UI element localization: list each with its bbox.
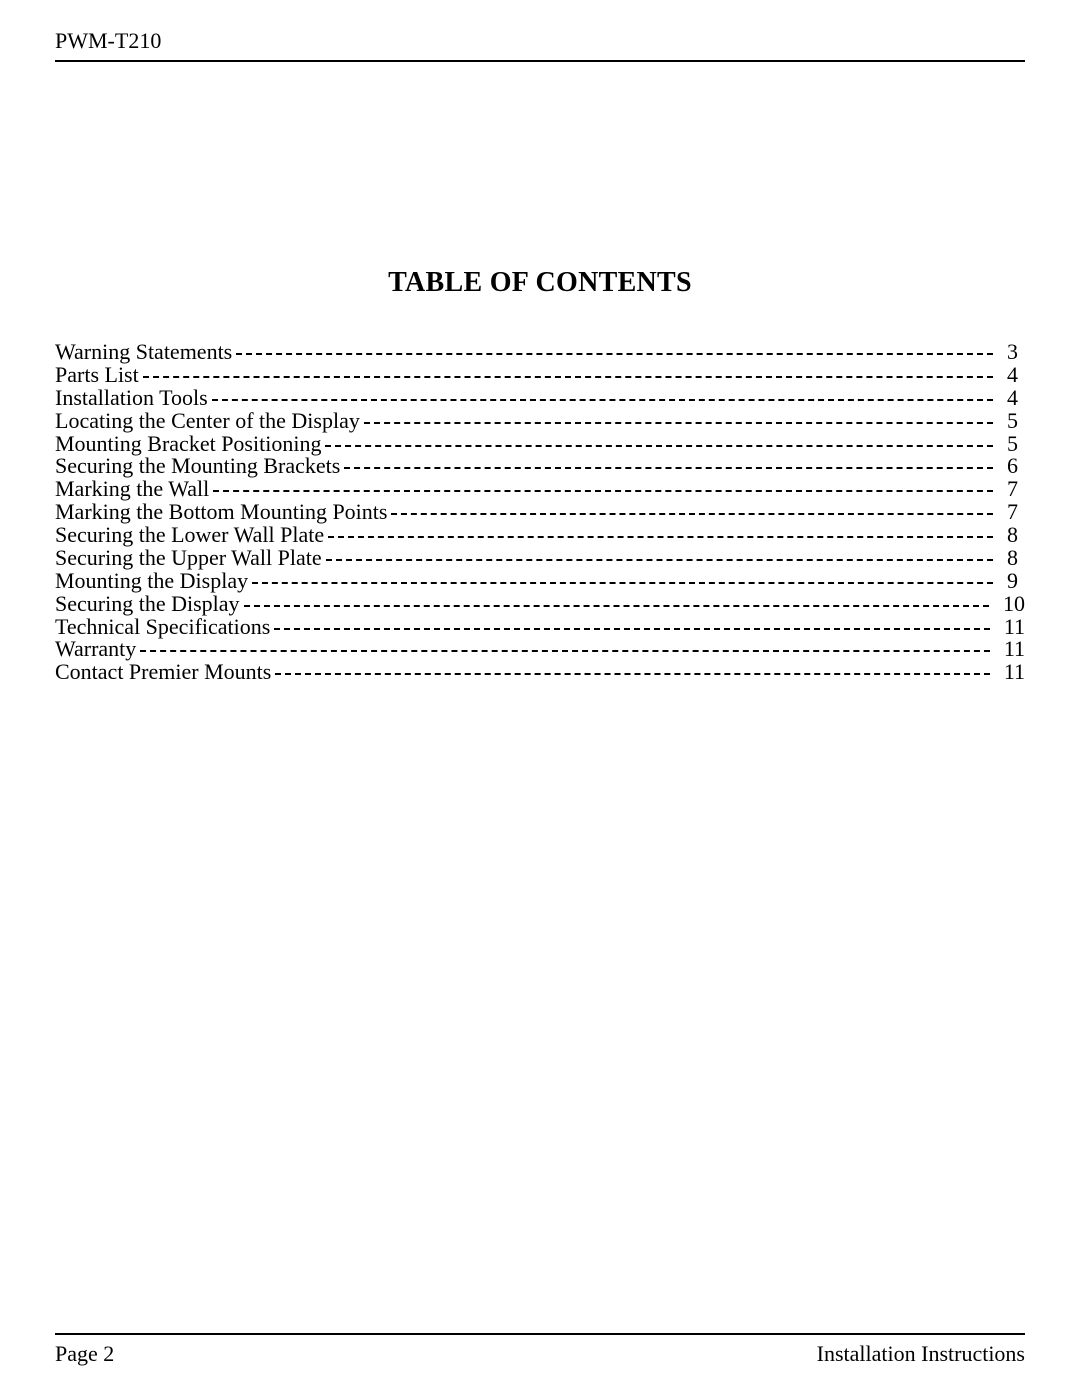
- page-footer: Page 2 Installation Instructions: [55, 1333, 1025, 1367]
- toc-row: Securing the Mounting Brackets 6: [55, 455, 1025, 478]
- toc-leader: [326, 559, 993, 561]
- footer-page-number: Page 2: [55, 1341, 114, 1367]
- page-header: PWM-T210: [55, 28, 1025, 62]
- toc-row: Marking the Bottom Mounting Points 7: [55, 501, 1025, 524]
- toc-entry-page: 7: [997, 478, 1025, 501]
- toc-entry-label: Securing the Mounting Brackets: [55, 455, 342, 478]
- toc-leader: [364, 422, 993, 424]
- toc-row: Mounting Bracket Positioning 5: [55, 433, 1025, 456]
- toc-row: Installation Tools 4: [55, 387, 1025, 410]
- toc-row: Contact Premier Mounts 11: [55, 661, 1025, 684]
- toc-entry-page: 11: [994, 616, 1025, 639]
- footer-row: Page 2 Installation Instructions: [55, 1341, 1025, 1367]
- toc-leader: [274, 628, 989, 630]
- toc-leader: [344, 467, 993, 469]
- toc-row: Securing the Lower Wall Plate 8: [55, 524, 1025, 547]
- toc-entry-label: Warning Statements: [55, 341, 234, 364]
- toc-entry-page: 10: [993, 593, 1025, 616]
- toc-entry-page: 5: [997, 433, 1025, 456]
- footer-doc-title: Installation Instructions: [817, 1341, 1025, 1367]
- toc-row: Technical Specifications 11: [55, 616, 1025, 639]
- toc-leader: [252, 582, 993, 584]
- toc-row: Mounting the Display 9: [55, 570, 1025, 593]
- toc-entry-label: Parts List: [55, 364, 141, 387]
- toc-entry-label: Installation Tools: [55, 387, 210, 410]
- toc-leader: [328, 536, 993, 538]
- toc-entry-page: 3: [997, 341, 1025, 364]
- toc-entry-label: Technical Specifications: [55, 616, 272, 639]
- toc-entry-page: 8: [997, 547, 1025, 570]
- toc-row: Marking the Wall 7: [55, 478, 1025, 501]
- toc-leader: [236, 353, 993, 355]
- toc-entry-page: 4: [997, 387, 1025, 410]
- toc-entry-page: 4: [997, 364, 1025, 387]
- toc-entry-page: 9: [997, 570, 1025, 593]
- toc-entry-page: 7: [997, 501, 1025, 524]
- toc-entry-label: Locating the Center of the Display: [55, 410, 362, 433]
- toc-entry-label: Contact Premier Mounts: [55, 661, 273, 684]
- toc-entry-label: Mounting Bracket Positioning: [55, 433, 323, 456]
- header-model: PWM-T210: [55, 28, 1025, 60]
- toc-entry-page: 11: [994, 638, 1025, 661]
- toc-leader: [140, 650, 990, 652]
- toc-entry-page: 8: [997, 524, 1025, 547]
- toc-entry-label: Securing the Display: [55, 593, 242, 616]
- toc-entry-label: Securing the Lower Wall Plate: [55, 524, 326, 547]
- toc-entry-page: 5: [997, 410, 1025, 433]
- toc-row: Warranty 11: [55, 638, 1025, 661]
- toc-row: Parts List 4: [55, 364, 1025, 387]
- toc-entry-page: 11: [994, 661, 1025, 684]
- toc-leader: [275, 673, 990, 675]
- toc-entry-label: Warranty: [55, 638, 138, 661]
- toc-entry-label: Mounting the Display: [55, 570, 250, 593]
- header-rule: [55, 60, 1025, 62]
- toc-row: Warning Statements 3: [55, 341, 1025, 364]
- toc-entry-label: Securing the Upper Wall Plate: [55, 547, 324, 570]
- toc-row: Locating the Center of the Display 5: [55, 410, 1025, 433]
- toc-entry-page: 6: [997, 455, 1025, 478]
- toc-row: Securing the Upper Wall Plate 8: [55, 547, 1025, 570]
- table-of-contents: Warning Statements3Parts List4Installati…: [55, 341, 1025, 684]
- toc-entry-label: Marking the Wall: [55, 478, 211, 501]
- page: PWM-T210 TABLE OF CONTENTS Warning State…: [0, 0, 1080, 1397]
- page-title: TABLE OF CONTENTS: [55, 267, 1025, 299]
- footer-rule: [55, 1333, 1025, 1335]
- toc-leader: [213, 490, 993, 492]
- toc-leader: [325, 445, 993, 447]
- toc-leader: [244, 605, 989, 607]
- toc-leader: [391, 513, 993, 515]
- toc-leader: [212, 399, 993, 401]
- toc-leader: [143, 376, 993, 378]
- toc-entry-label: Marking the Bottom Mounting Points: [55, 501, 389, 524]
- toc-row: Securing the Display 10: [55, 593, 1025, 616]
